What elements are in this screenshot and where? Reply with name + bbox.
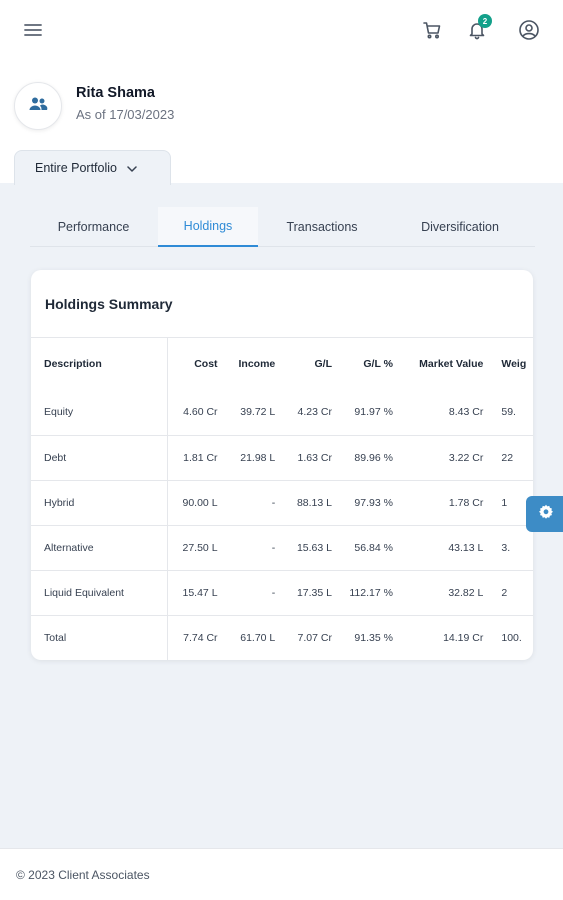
hamburger-menu-icon[interactable]: [19, 16, 47, 44]
table-row: Liquid Equivalent 15.47 L - 17.35 L 112.…: [31, 570, 533, 615]
column-header: Weig: [501, 358, 527, 370]
table-row: Alternative 27.50 L - 15.63 L 56.84 % 43…: [31, 525, 533, 570]
table-cell: Alternative: [31, 525, 168, 570]
cart-icon[interactable]: [418, 16, 446, 44]
notification-badge: 2: [478, 14, 492, 28]
table-cell: 3.22 Cr: [448, 451, 484, 464]
holdings-table: Description Cost Income G/L G/L % Market…: [31, 338, 533, 660]
table-cell: Hybrid: [31, 480, 168, 525]
table-cell: 22: [501, 451, 514, 464]
table-row: Debt 1.81 Cr 21.98 L 1.63 Cr 89.96 % 3.2…: [31, 435, 533, 480]
table-cell: 1.63 Cr: [297, 451, 332, 464]
column-header: G/L: [314, 358, 332, 370]
main-content: Performance Holdings Transactions Divers…: [0, 183, 563, 848]
column-header: Market Value: [419, 358, 484, 370]
tab-bar: Performance Holdings Transactions Divers…: [30, 207, 535, 247]
table-cell: 7.74 Cr: [183, 631, 218, 644]
settings-button[interactable]: [526, 496, 563, 532]
table-cell: 27.50 L: [182, 541, 218, 554]
table-cell: 97.93 %: [354, 496, 393, 509]
footer: © 2023 Client Associates: [0, 848, 563, 900]
table-cell: 59.: [501, 406, 516, 419]
table-cell: 39.72 L: [240, 406, 276, 419]
table-header-row: Description Cost Income G/L G/L % Market…: [31, 338, 533, 390]
users-icon: [28, 96, 48, 117]
table-cell: 1.78 Cr: [448, 496, 484, 509]
chevron-down-icon: [127, 161, 137, 175]
table-cell: 91.97 %: [354, 406, 393, 419]
table-cell: 4.60 Cr: [183, 406, 218, 419]
copyright-text: © 2023 Client Associates: [16, 868, 150, 882]
table-cell: 2: [501, 586, 508, 599]
table-cell: 15.47 L: [182, 586, 218, 599]
table-cell: Total: [31, 615, 168, 660]
column-header: G/L %: [363, 358, 393, 370]
portfolio-selector-label: Entire Portfolio: [35, 161, 117, 175]
table-cell: 88.13 L: [296, 496, 332, 509]
table-cell: Debt: [31, 435, 168, 480]
table-cell: 32.82 L: [448, 586, 484, 599]
table-cell: 1: [501, 496, 508, 509]
table-cell: 61.70 L: [240, 631, 276, 644]
column-header: Description: [31, 338, 168, 390]
avatar: [14, 82, 62, 130]
tab-transactions[interactable]: Transactions: [286, 220, 358, 234]
table-cell: 89.96 %: [354, 451, 393, 464]
table-cell: 91.35 %: [354, 631, 393, 644]
card-divider: [31, 337, 533, 338]
portfolio-selector[interactable]: Entire Portfolio: [14, 150, 171, 185]
table-cell: 14.19 Cr: [443, 631, 484, 644]
table-cell: 90.00 L: [182, 496, 218, 509]
table-cell: Liquid Equivalent: [31, 570, 168, 615]
table-cell: 1.81 Cr: [183, 451, 218, 464]
holdings-summary-title: Holdings Summary: [45, 296, 173, 312]
column-header: Cost: [194, 358, 218, 370]
table-row: Equity 4.60 Cr 39.72 L 4.23 Cr 91.97 % 8…: [31, 390, 533, 435]
table-cell: -: [271, 541, 276, 554]
table-cell: 7.07 Cr: [297, 631, 332, 644]
table-total-row: Total 7.74 Cr 61.70 L 7.07 Cr 91.35 % 14…: [31, 615, 533, 660]
holdings-summary-card: Holdings Summary Description Cost Income…: [31, 270, 533, 660]
tab-holdings[interactable]: Holdings: [158, 207, 258, 247]
table-cell: 3.: [501, 541, 511, 554]
table-cell: 8.43 Cr: [448, 406, 484, 419]
table-cell: 21.98 L: [240, 451, 276, 464]
user-circle-icon[interactable]: [515, 16, 543, 44]
client-name: Rita Shama: [76, 85, 155, 101]
table-cell: 17.35 L: [296, 586, 332, 599]
top-app-bar: 2: [0, 0, 563, 62]
bell-icon[interactable]: 2: [463, 14, 492, 44]
tab-diversification[interactable]: Diversification: [421, 220, 499, 234]
table-cell: -: [271, 586, 276, 599]
gear-icon: [538, 504, 554, 525]
table-row: Hybrid 90.00 L - 88.13 L 97.93 % 1.78 Cr…: [31, 480, 533, 525]
tab-performance[interactable]: Performance: [57, 220, 130, 234]
table-cell: Equity: [31, 390, 168, 435]
as-of-date: As of 17/03/2023: [76, 107, 175, 122]
table-cell: 43.13 L: [448, 541, 484, 554]
table-cell: 4.23 Cr: [297, 406, 332, 419]
column-header: Income: [238, 358, 276, 370]
table-cell: -: [271, 496, 276, 509]
table-cell: 112.17 %: [349, 586, 393, 599]
table-cell: 100.: [501, 631, 522, 644]
table-cell: 15.63 L: [296, 541, 332, 554]
table-cell: 56.84 %: [354, 541, 393, 554]
